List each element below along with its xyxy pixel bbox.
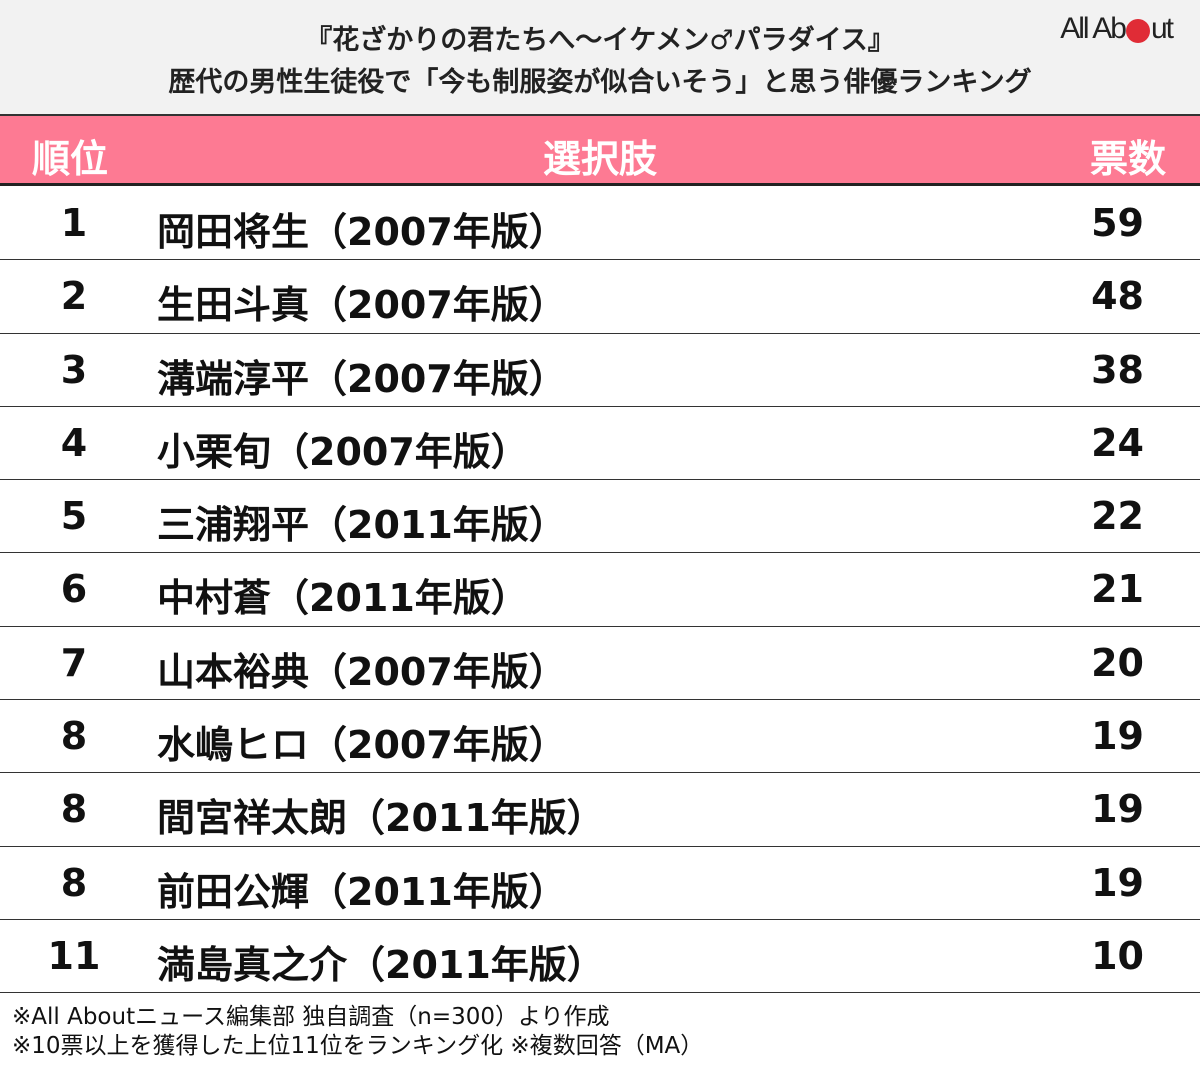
header: 『花ざかりの君たちへ〜イケメン♂パラダイス』 歴代の男性生徒役で「今も制服姿が似… [0, 0, 1200, 114]
column-header-choice: 選択肢 [542, 137, 657, 181]
column-header-rank: 順位 [32, 137, 109, 181]
table-row: 2 生田斗真（2007年版） 48 [0, 260, 1200, 334]
table-row: 4 小栗旬（2007年版） 24 [0, 407, 1200, 481]
rank-cell: 5 [60, 494, 88, 539]
logo-dot-icon [1125, 19, 1150, 43]
footnotes: ※All Aboutニュース編集部 独自調査（n=300）より作成 ※10票以上… [12, 1003, 703, 1061]
rank-cell: 8 [60, 714, 88, 759]
rank-cell: 2 [60, 274, 88, 319]
title-line-1: 『花ざかりの君たちへ〜イケメン♂パラダイス』 [305, 25, 895, 56]
votes-cell: 19 [1091, 860, 1144, 905]
votes-cell: 38 [1091, 347, 1144, 392]
votes-cell: 22 [1091, 494, 1144, 539]
allabout-logo: All Ab ut [1060, 12, 1174, 46]
votes-cell: 20 [1091, 640, 1144, 685]
table-body: 1 岡田将生（2007年版） 59 2 生田斗真（2007年版） 48 3 溝端淳平（20… [0, 187, 1200, 994]
rank-cell: 1 [60, 201, 88, 245]
votes-cell: 21 [1091, 567, 1144, 612]
votes-cell: 19 [1091, 714, 1144, 759]
logo-text-pre: All Ab [1060, 12, 1127, 45]
table-row: 8 間宮祥太朗（2011年版） 19 [0, 773, 1200, 847]
table-header: 順位 選択肢 票数 [0, 114, 1200, 186]
logo-text-post: ut [1150, 12, 1174, 45]
table-row: 6 中村蒼（2011年版） 21 [0, 553, 1200, 627]
table-row: 1 岡田将生（2007年版） 59 [0, 187, 1200, 261]
name-cell: 満島真之介（2011年版） [157, 942, 605, 987]
name-cell: 小栗旬（2007年版） [157, 429, 529, 474]
title-line-2: 歴代の男性生徒役で「今も制服姿が似合いそう」と思う俳優ランキング [168, 67, 1032, 98]
name-cell: 中村蒼（2011年版） [157, 576, 529, 621]
column-header-votes: 票数 [1089, 137, 1166, 181]
footnote-source: ※All Aboutニュース編集部 独自調査（n=300）より作成 [12, 1004, 610, 1030]
votes-cell: 10 [1091, 933, 1144, 978]
rank-cell: 3 [60, 347, 88, 392]
votes-cell: 48 [1091, 274, 1144, 319]
name-cell: 間宮祥太朗（2011年版） [157, 796, 605, 841]
rank-cell: 8 [60, 787, 88, 832]
table-row: 8 水嶋ヒロ（2007年版） 19 [0, 700, 1200, 774]
votes-cell: 24 [1091, 420, 1144, 465]
table-row: 8 前田公輝（2011年版） 19 [0, 847, 1200, 920]
name-cell: 生田斗真（2007年版） [157, 283, 567, 328]
name-cell: 岡田将生（2007年版） [157, 210, 567, 254]
name-cell: 前田公輝（2011年版） [157, 869, 567, 914]
table-row: 11 満島真之介（2011年版） 10 [0, 920, 1200, 994]
name-cell: 三浦翔平（2011年版） [157, 503, 567, 548]
table-row: 5 三浦翔平（2011年版） 22 [0, 480, 1200, 554]
name-cell: 溝端淳平（2007年版） [157, 356, 567, 401]
votes-cell: 59 [1091, 201, 1144, 245]
votes-cell: 19 [1091, 787, 1144, 832]
name-cell: 山本裕典（2007年版） [157, 649, 567, 694]
rank-cell: 4 [60, 420, 88, 465]
rank-cell: 6 [60, 567, 88, 612]
table-row: 3 溝端淳平（2007年版） 38 [0, 334, 1200, 407]
rank-cell: 11 [47, 933, 101, 978]
name-cell: 水嶋ヒロ（2007年版） [157, 723, 567, 768]
table-row: 7 山本裕典（2007年版） 20 [0, 627, 1200, 701]
footnote-method: ※10票以上を獲得した上位11位をランキング化 ※複数回答（MA） [12, 1033, 704, 1059]
rank-cell: 8 [60, 860, 88, 905]
rank-cell: 7 [60, 640, 88, 685]
